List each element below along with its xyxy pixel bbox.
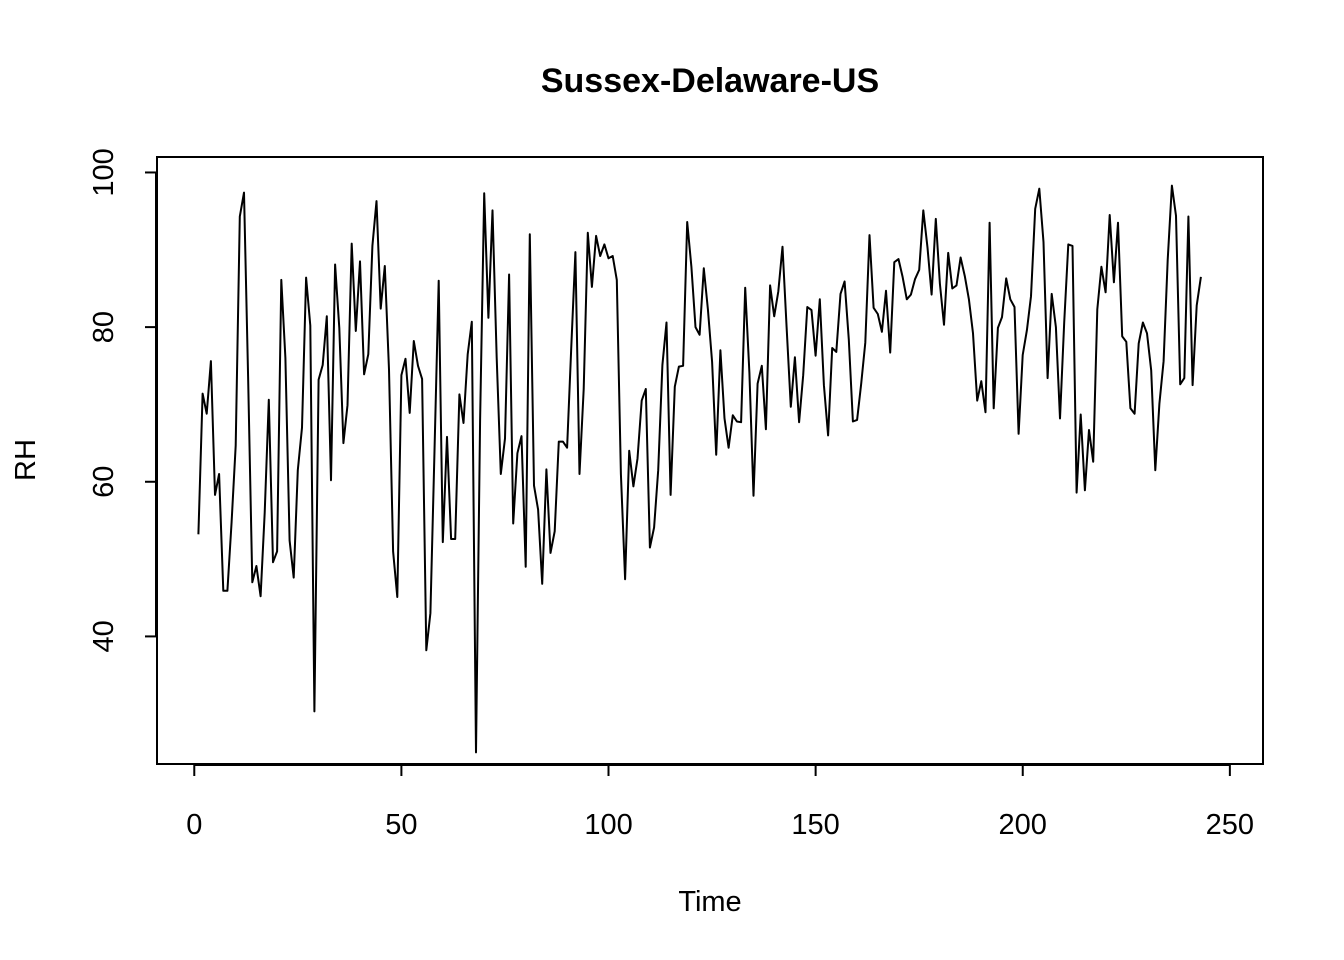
y-tick-label: 40 xyxy=(88,620,120,652)
x-tick-label: 150 xyxy=(791,809,839,841)
series-line xyxy=(197,184,1202,754)
x-tick-label: 250 xyxy=(1206,809,1254,841)
y-tick-label: 60 xyxy=(88,466,120,498)
y-axis: 40 60 80 100 xyxy=(88,148,157,653)
chart-title: Sussex-Delaware-US xyxy=(541,62,879,100)
x-tick-label: 0 xyxy=(186,809,202,841)
x-tick-label: 200 xyxy=(999,809,1047,841)
plot-frame xyxy=(156,156,1264,765)
y-tick-label: 100 xyxy=(88,148,120,196)
x-axis-label: Time xyxy=(678,886,741,918)
x-tick-label: 50 xyxy=(385,809,417,841)
y-axis-label: RH xyxy=(10,439,42,481)
y-tick-label: 80 xyxy=(88,311,120,343)
x-axis: 0 50 100 150 200 250 xyxy=(186,764,1254,841)
x-tick-label: 100 xyxy=(584,809,632,841)
